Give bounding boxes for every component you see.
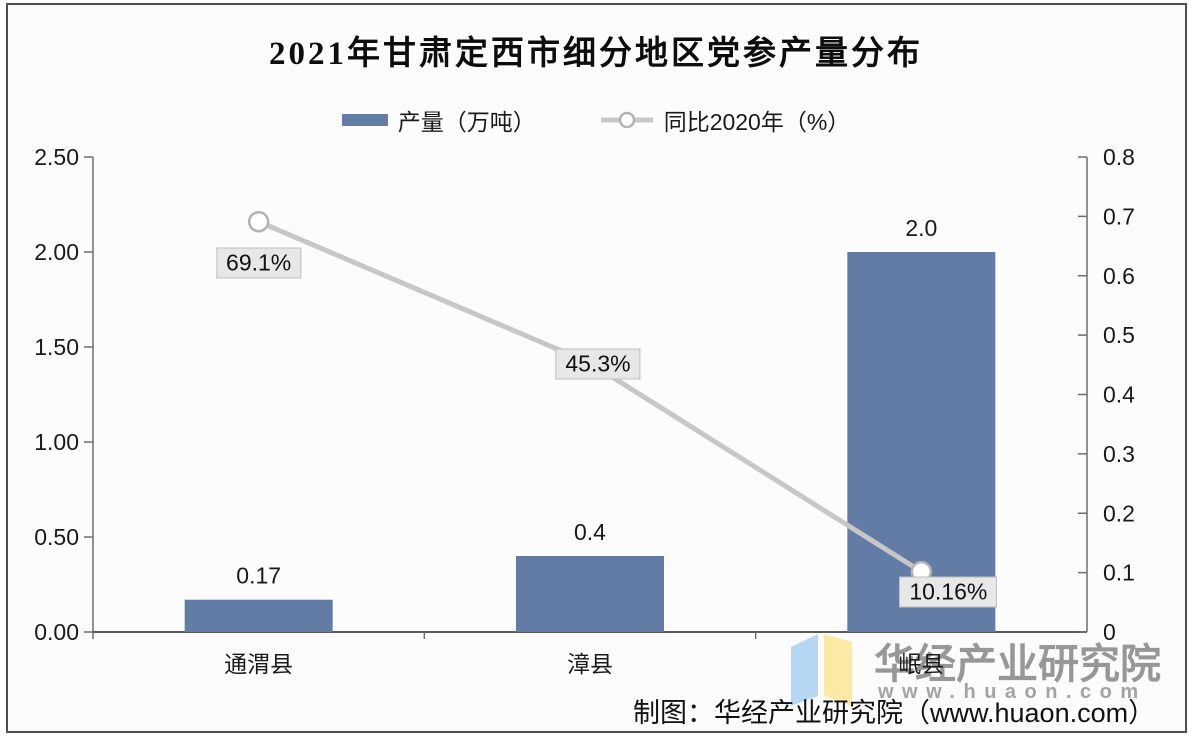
legend-label-production: 产量（万吨） (397, 109, 536, 135)
chart-title: 2021年甘肃定西市细分地区党参产量分布 (269, 36, 923, 72)
bar-value-label: 0.4 (574, 519, 606, 545)
bar (184, 599, 333, 632)
left-axis-tick-label: 0.00 (34, 619, 79, 645)
line-marker (247, 210, 270, 233)
legend-item-yoy: 同比2020年（%） (600, 103, 851, 137)
credit-line: 制图：华经产业研究院（www.huaon.com） (633, 698, 1156, 728)
left-axis-tick-label: 0.50 (34, 524, 79, 550)
category-label: 漳县 (567, 651, 613, 677)
bar-swatch-icon (341, 114, 388, 126)
line-point-label: 10.16% (899, 576, 998, 608)
left-axis-tick-label: 2.50 (34, 144, 79, 170)
bar (516, 556, 664, 632)
left-axis-tick-label: 1.00 (34, 429, 79, 455)
legend-item-production: 产量（万吨） (341, 103, 536, 137)
watermark-brand-text: 华经产业研究院 (874, 641, 1161, 687)
bar-value-label: 0.17 (236, 563, 281, 589)
right-axis-tick-label: 0.7 (1103, 203, 1135, 229)
line-swatch-icon (600, 111, 653, 129)
right-axis-tick-label: 0.1 (1103, 560, 1135, 586)
left-axis-tick-label: 1.50 (34, 334, 79, 360)
category-label: 通渭县 (224, 651, 293, 677)
line-point-label: 69.1% (216, 247, 302, 279)
right-axis-tick-label: 0.2 (1103, 500, 1135, 526)
right-axis-tick-label: 0.6 (1103, 263, 1135, 289)
watermark-site-text: www.huaon.com (878, 681, 1147, 703)
right-axis-tick-label: 0.5 (1103, 322, 1135, 348)
right-axis-tick-label: 0.4 (1103, 382, 1135, 408)
huaon-book-logo-icon (791, 634, 852, 706)
line-point-label: 45.3% (555, 348, 641, 380)
right-axis-tick-label: 0.3 (1103, 441, 1135, 467)
right-axis-tick-label: 0 (1103, 619, 1116, 645)
category-label: 岷县 (898, 651, 944, 677)
right-axis-tick-label: 0.8 (1103, 144, 1135, 170)
bar-value-label: 2.0 (905, 215, 937, 241)
legend: 产量（万吨） 同比2020年（%） (0, 103, 1192, 137)
legend-label-yoy: 同比2020年（%） (663, 109, 851, 135)
left-axis-tick-label: 2.00 (34, 239, 79, 265)
